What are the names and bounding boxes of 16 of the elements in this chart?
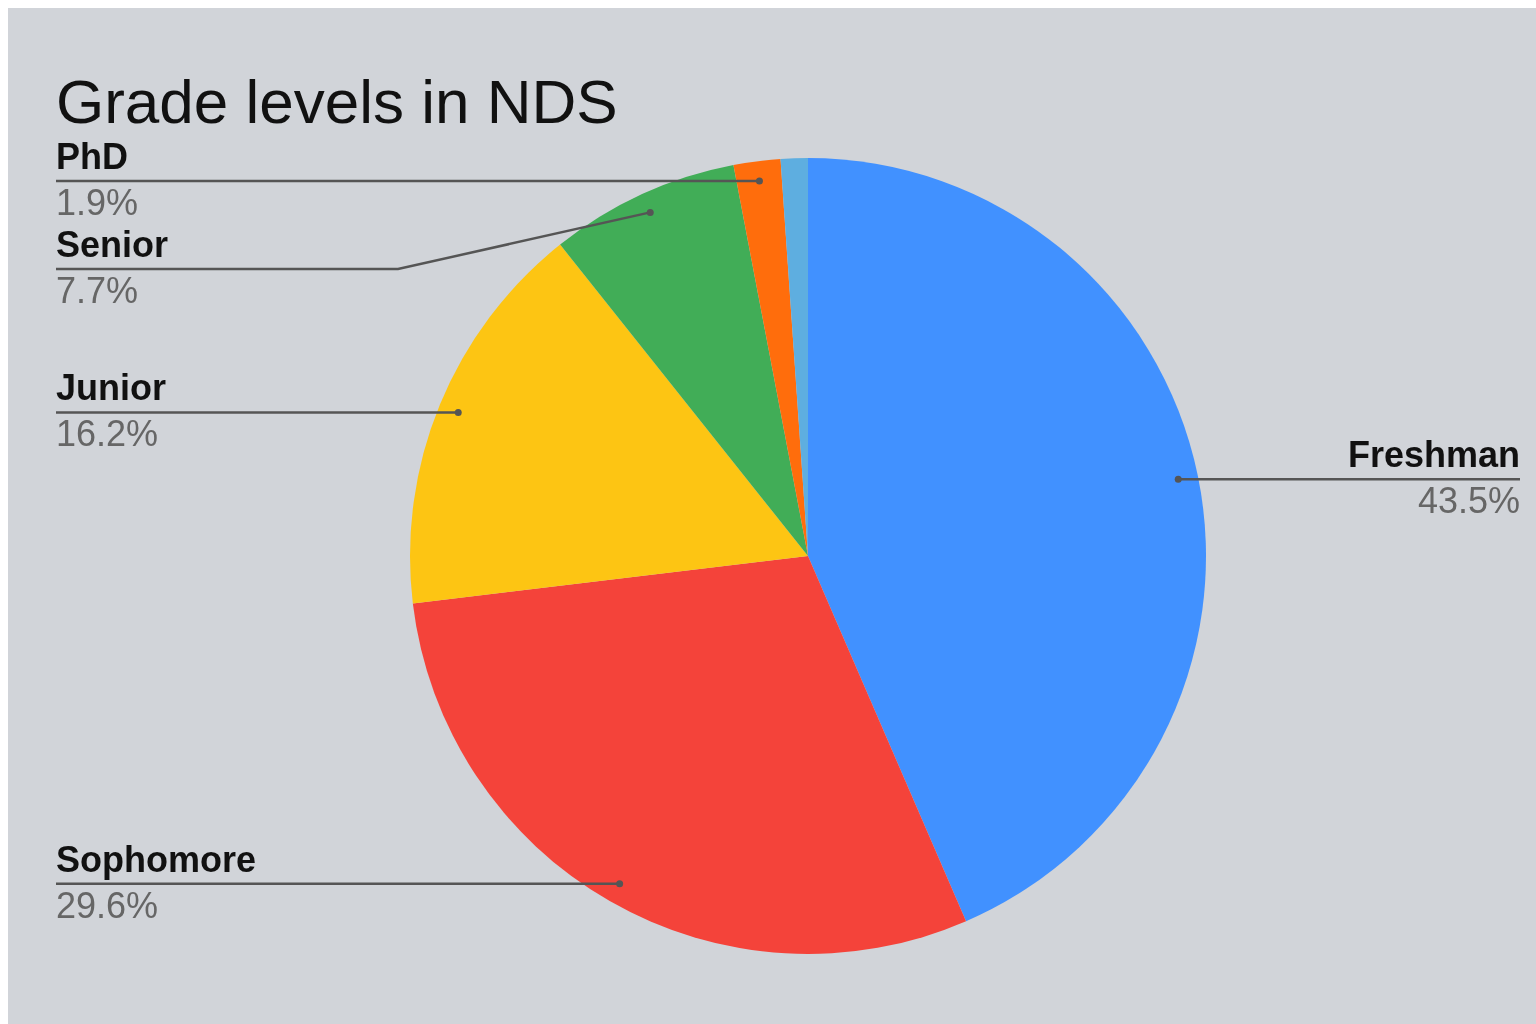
pie-slice — [733, 158, 808, 556]
pie-slice — [410, 244, 808, 604]
slice-label: Junior — [56, 367, 167, 409]
slice-label: Sophomore — [56, 838, 257, 880]
slice-label: PhD — [56, 136, 128, 178]
data-label: 43.5% — [1417, 480, 1520, 522]
data-label: 1.9% — [56, 182, 139, 224]
data-label: 16.2% — [56, 413, 159, 455]
data-label: 7.7% — [56, 270, 139, 312]
slice-label: Freshman — [1347, 434, 1520, 476]
data-label: 29.6% — [56, 884, 159, 926]
slice-label: Senior — [56, 224, 169, 266]
pie-slice — [808, 158, 1206, 922]
pie-slice — [560, 165, 808, 556]
pie-slice — [412, 556, 967, 954]
chart-title: Grade levels in NDS — [56, 67, 618, 136]
